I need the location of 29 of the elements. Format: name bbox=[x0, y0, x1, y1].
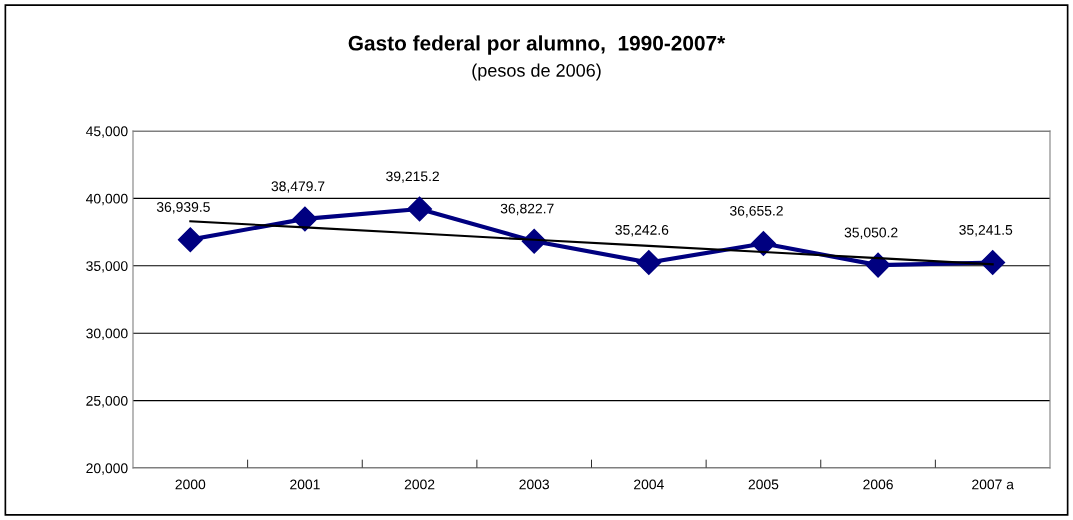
chart-title: Gasto federal por alumno, 1990-2007* bbox=[348, 35, 726, 55]
x-tick-label: 2004 bbox=[634, 479, 664, 490]
data-label: 36,939.5 bbox=[156, 202, 210, 214]
data-label: 39,215.2 bbox=[386, 171, 439, 183]
x-tick-label: 2006 bbox=[863, 479, 893, 490]
point bbox=[407, 196, 433, 222]
x-tick-label: 2000 bbox=[175, 479, 206, 490]
point bbox=[292, 206, 318, 232]
y-tick-label: 20,000 bbox=[86, 463, 128, 475]
x-tick-label: 2007 a bbox=[972, 479, 1014, 490]
y-tick-label: 30,000 bbox=[86, 328, 128, 341]
y-tick-label: 45,000 bbox=[85, 126, 128, 138]
x-tick-label: 2001 bbox=[290, 479, 320, 490]
chart-subtitle: (pesos de 2006) bbox=[472, 63, 601, 81]
x-tick-label: 2005 bbox=[748, 479, 779, 490]
point bbox=[636, 250, 662, 276]
x-tick-label: 2003 bbox=[519, 479, 550, 490]
point bbox=[750, 231, 776, 256]
data-label: 35,242.6 bbox=[615, 224, 669, 237]
y-tick-label: 40,000 bbox=[85, 193, 128, 206]
data-label: 36,655.2 bbox=[729, 205, 783, 218]
x-tick-label: 2002 bbox=[404, 479, 435, 490]
y-tick-label: 35,000 bbox=[86, 261, 128, 273]
y-tick-label: 25,000 bbox=[86, 395, 128, 408]
data-label: 35,241.5 bbox=[959, 224, 1013, 237]
point bbox=[177, 227, 203, 253]
data-label: 38,479.7 bbox=[271, 181, 325, 193]
data-label: 35,050.2 bbox=[844, 227, 898, 240]
data-label: 36,822.7 bbox=[500, 203, 554, 216]
